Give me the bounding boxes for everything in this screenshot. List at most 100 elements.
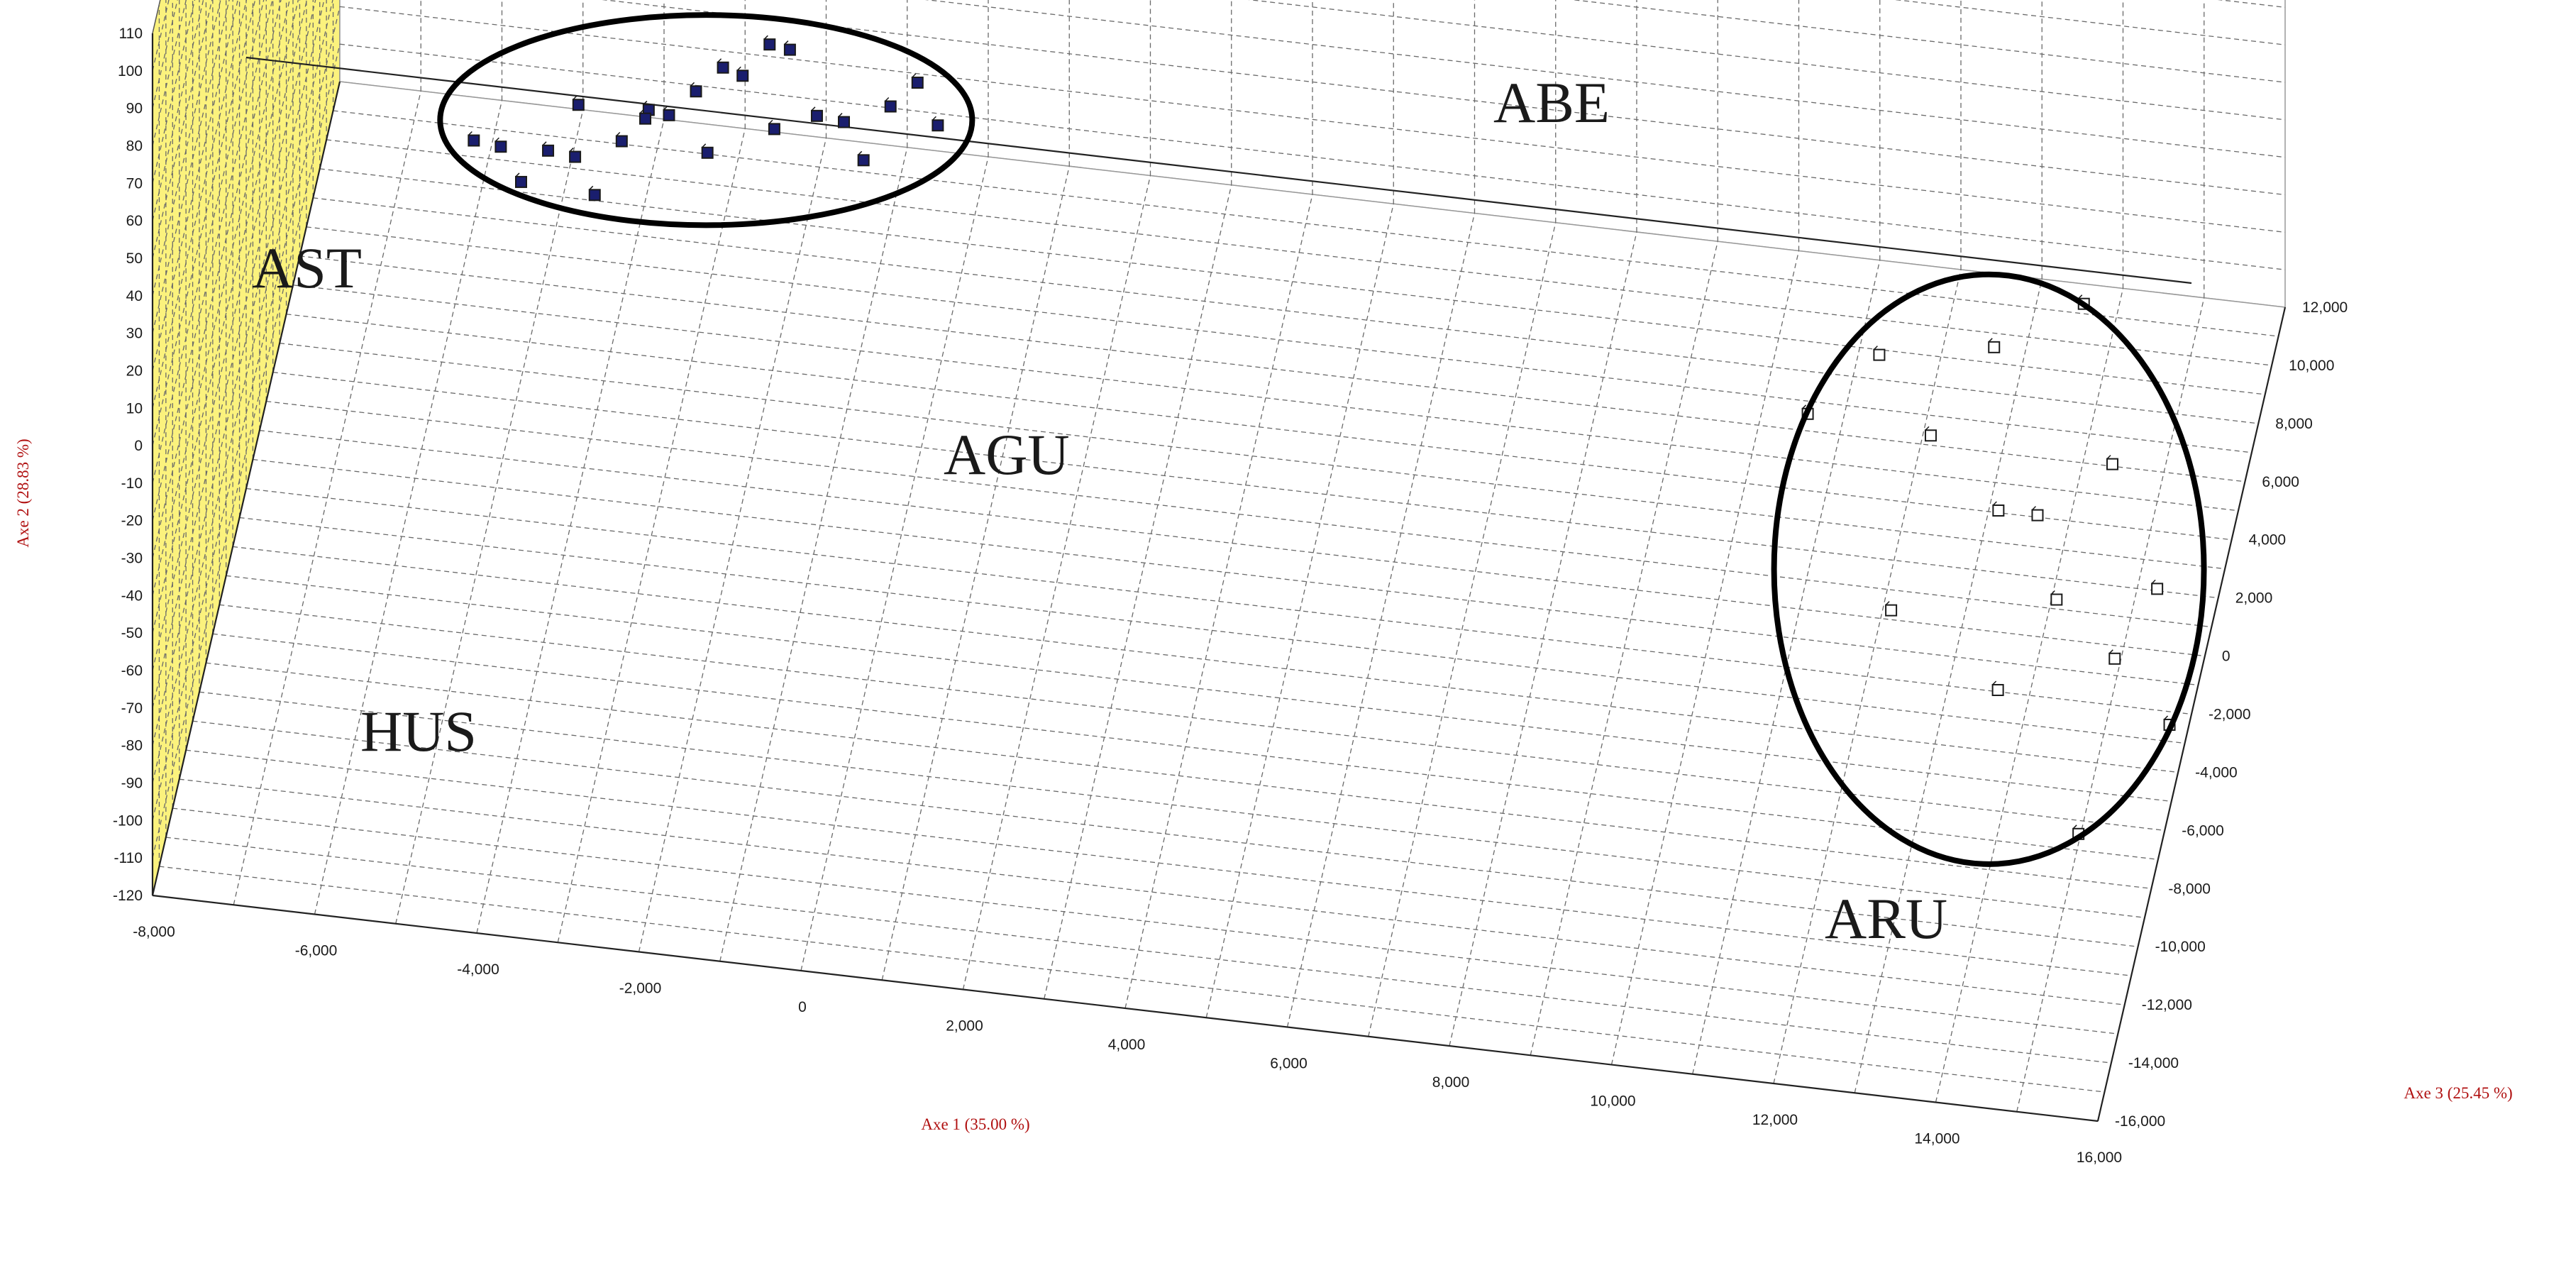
grid-line-floor-z <box>239 517 2185 744</box>
data-point-aru <box>1873 348 1886 361</box>
grid-line-floor-z <box>292 285 2239 512</box>
data-point-edge <box>2108 649 2113 654</box>
data-point-edge <box>542 141 547 146</box>
y-tick-label: -110 <box>114 850 143 866</box>
grid-line-leftwall-y <box>152 0 256 446</box>
z-tick-label: -12,000 <box>2142 997 2192 1013</box>
z-tick-label: -10,000 <box>2155 939 2206 955</box>
grid-line-floor-z <box>333 110 2279 337</box>
data-point-edge <box>573 95 577 100</box>
x-tick-label: 6,000 <box>1270 1056 1308 1072</box>
data-point-edge <box>1873 346 1878 351</box>
floor-left-edge <box>151 81 341 896</box>
data-points <box>468 35 2176 840</box>
data-point-hus <box>838 116 851 128</box>
grid-line-floor-x <box>800 156 989 971</box>
x-tick-label: 0 <box>798 999 807 1015</box>
grid-line-leftwall-y <box>152 0 230 333</box>
grid-line-backwall-y <box>339 6 2286 233</box>
data-point-edge <box>1988 338 1993 343</box>
y-tick-label: -100 <box>113 812 143 829</box>
y-tick-label: -80 <box>121 738 143 754</box>
data-point-hus <box>663 109 675 121</box>
grid-line-floor-z <box>259 429 2205 657</box>
data-point-aru <box>1992 504 2005 517</box>
group-label-hus: HUS <box>360 699 477 763</box>
grid-line-floor-z <box>212 633 2158 860</box>
z-tick-label: 10,000 <box>2289 358 2334 374</box>
x-tick-label: -2,000 <box>619 981 662 997</box>
data-point-hus <box>572 99 585 111</box>
data-point-edge <box>616 131 621 137</box>
x-tick-label: 14,000 <box>1914 1131 1959 1147</box>
grid-line-leftwall-y <box>152 0 282 558</box>
data-point-aru <box>1924 429 1937 442</box>
data-point-edge <box>690 82 695 87</box>
grid-line-floor-x <box>1935 288 2124 1103</box>
data-point-edge <box>736 66 741 71</box>
x-axis-ticks: -8,000 -6,000 -4,000 -2,000 0 2,000 4,000 6,000… <box>133 924 2122 1166</box>
y-tick-label: 0 <box>134 438 143 454</box>
data-point-hus <box>932 119 944 132</box>
data-point-edge <box>2078 294 2083 299</box>
data-point-hus <box>494 140 507 153</box>
y-tick-label: 50 <box>126 250 143 267</box>
data-point-edge <box>515 172 520 177</box>
data-point-edge <box>838 113 843 118</box>
data-point-edge <box>663 106 668 111</box>
grid-line-floor-z <box>172 807 2118 1035</box>
grid-line-floor-z <box>192 720 2138 947</box>
data-point-aru <box>2151 583 2164 595</box>
data-point-edge <box>2050 590 2055 595</box>
chart-grid <box>152 0 2286 1112</box>
z-tick-label: 6,000 <box>2262 474 2299 490</box>
data-point-edge <box>1802 404 1807 409</box>
data-point-hus <box>768 123 780 136</box>
grid-line-floor-z <box>245 487 2192 715</box>
x-tick-label: -8,000 <box>133 924 175 940</box>
data-point-hus <box>515 175 528 188</box>
y-tick-label: 70 <box>126 175 143 192</box>
axis-frame <box>151 33 2287 1123</box>
data-point-edge <box>1925 426 1930 431</box>
data-point-hus <box>810 109 823 122</box>
y-tick-label: -20 <box>121 513 143 529</box>
data-point-aru <box>1885 604 1898 617</box>
z-tick-label: -14,000 <box>2128 1055 2179 1071</box>
grid-line-leftwall-y <box>152 0 187 146</box>
data-point-edge <box>569 148 574 153</box>
grid-line-floor-z <box>306 226 2252 453</box>
data-point-edge <box>2164 715 2169 720</box>
grid-line-floor-z <box>219 604 2165 832</box>
data-point-edge <box>768 119 773 124</box>
z-tick-label: -6,000 <box>2182 822 2224 839</box>
y-tick-label: 100 <box>118 63 143 79</box>
grid-line-floor-z <box>266 400 2212 628</box>
data-point-hus <box>736 70 749 82</box>
data-point-edge <box>1992 680 1997 685</box>
y-tick-label: 30 <box>126 326 143 342</box>
data-point-edge <box>784 40 789 45</box>
grid-line-leftwall-y <box>152 0 196 184</box>
data-point-hus <box>588 189 601 202</box>
x-axis-line <box>152 894 2099 1123</box>
z-axis-title: Axe 3 (25.45 %) <box>2404 1084 2512 1102</box>
z-tick-label: -16,000 <box>2115 1113 2165 1130</box>
data-point-edge <box>1885 601 1890 606</box>
data-point-edge <box>1992 501 1997 506</box>
x-tick-label: -4,000 <box>457 961 499 978</box>
group-label-ast: AST <box>252 236 362 300</box>
z-tick-label: 12,000 <box>2302 299 2348 316</box>
grid-line-floor-z <box>226 575 2172 803</box>
y-tick-label: -10 <box>121 475 143 492</box>
grid-line-floor-x <box>1205 204 1394 1018</box>
grid-line-leftwall-y <box>152 0 221 296</box>
y-tick-label: -40 <box>121 588 143 604</box>
y-tick-label: 60 <box>126 213 143 229</box>
grid-line-floor-z <box>299 255 2245 482</box>
data-point-hus <box>468 134 480 147</box>
grid-line-floor-z <box>186 749 2132 976</box>
data-point-edge <box>589 185 594 190</box>
group-label-abe: ABE <box>1493 70 1610 135</box>
grid-line-leftwall-y <box>152 6 341 821</box>
